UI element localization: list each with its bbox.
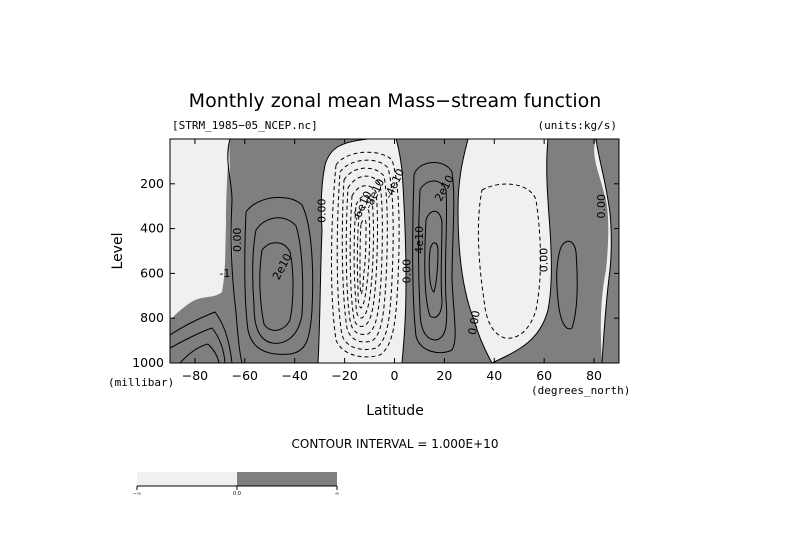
x-axis-label: Latitude (366, 403, 424, 419)
contour-sh-corner-2 (170, 327, 226, 363)
contour-label: 4e10 (413, 226, 426, 254)
contour-label: 0.00 (400, 259, 413, 284)
x-tick-label: 80 (586, 368, 602, 383)
contour-zero-nh-cap (595, 139, 612, 363)
colorbar-tick-label-left: −∞ (133, 491, 141, 497)
contour-neg-6e10-hadley (353, 195, 374, 319)
x-tick-label: 20 (436, 368, 452, 383)
colorbar: −∞ 0.0 ∞ (133, 472, 339, 497)
contour-neg-8e10-hadley (359, 219, 367, 295)
x-tick-label: −40 (282, 368, 308, 383)
contour-sh-corner-3 (179, 343, 220, 363)
contour-1e10-nh (412, 162, 456, 354)
contour-2e10-sh (252, 217, 304, 344)
contour-neg-5e10-hadley (349, 185, 378, 327)
contour-interval-text: CONTOUR INTERVAL = 1.000E+10 (292, 437, 499, 451)
contour-1e10-nh-polar (556, 240, 578, 330)
chart-title: Monthly zonal mean Mass−stream function (189, 90, 602, 112)
x-tick-label: −80 (182, 368, 208, 383)
y-axis-label: Level (110, 233, 126, 270)
contour-label: 0.00 (231, 228, 244, 253)
contour-zero-south (227, 139, 243, 363)
y-tick-label: 1000 (132, 355, 164, 370)
colorbar-negative (137, 472, 237, 486)
x-tick-label: 40 (486, 368, 502, 383)
contour-neg-3e10-hadley (341, 167, 388, 343)
y-tick-label: 400 (140, 221, 164, 236)
contour-2e10-nh (418, 180, 448, 341)
contour-label: -1 (219, 267, 230, 280)
file-label: [STRM_1985−05_NCEP.nc] (172, 119, 318, 132)
dashed-contours (331, 151, 541, 358)
contour-label: 0.00 (595, 194, 608, 219)
contour-zero-eq (395, 139, 407, 363)
positive-region-nh-cap (596, 139, 619, 363)
contour-neg-1e10-hadley (331, 151, 400, 358)
contour-neg-7e10-hadley (356, 206, 371, 309)
contour-label: 0.00 (466, 309, 483, 335)
positive-region-sh-midlat (229, 139, 368, 363)
y-tick-label: 600 (140, 265, 164, 280)
x-tick-label: 0 (391, 368, 399, 383)
contour-zero-nh-mid (457, 139, 493, 363)
contour-3e10-nh (424, 210, 443, 318)
contour-zero-nh-polar (491, 139, 552, 363)
colorbar-tick-label-right: ∞ (335, 491, 339, 497)
x-unit-label: (degrees_north) (531, 384, 630, 397)
contour-neg-2e10-hadley (336, 159, 394, 350)
contour-label: 0.00 (316, 198, 329, 223)
colorbar-tick-label-mid: 0.0 (233, 491, 241, 497)
contour-neg-4e10-hadley (345, 175, 383, 335)
colorbar-positive (237, 472, 337, 486)
y-unit-label: (millibar) (108, 376, 174, 389)
x-axis: −80 −60 −40 −20 0 20 40 60 80 (182, 139, 602, 383)
contour-lines (170, 139, 612, 363)
contour-label: 0.00 (538, 248, 551, 273)
positive-region-south (170, 139, 242, 363)
contour-neg-nh-ferrel (477, 183, 541, 339)
contour-zero-sh-mid (317, 139, 369, 363)
plot-area (170, 139, 619, 363)
y-tick-label: 200 (140, 176, 164, 191)
contour-sh-corner-1 (170, 311, 233, 363)
x-tick-label: −20 (331, 368, 357, 383)
x-tick-label: −60 (232, 368, 258, 383)
y-axis: 200 400 600 800 1000 (132, 176, 619, 370)
contour-4e10-nh (428, 242, 439, 293)
x-tick-label: 60 (536, 368, 552, 383)
units-label: (units:kg/s) (538, 119, 617, 132)
contour-3e10-sh (259, 242, 294, 331)
y-tick-label: 800 (140, 310, 164, 325)
contour-1e10-sh (244, 196, 314, 355)
positive-region-nh-polar (492, 139, 609, 363)
